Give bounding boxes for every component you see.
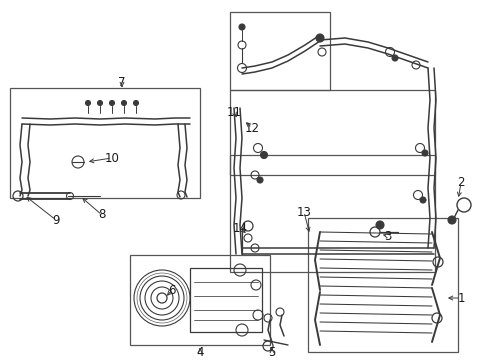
Text: 4: 4: [196, 346, 203, 359]
Text: 7: 7: [118, 77, 125, 90]
Circle shape: [391, 55, 397, 61]
Text: 9: 9: [52, 213, 60, 226]
Circle shape: [260, 152, 267, 158]
Circle shape: [419, 197, 425, 203]
Text: 8: 8: [98, 208, 105, 221]
Text: 5: 5: [268, 346, 275, 359]
Circle shape: [257, 177, 263, 183]
Circle shape: [375, 221, 383, 229]
Text: 6: 6: [168, 284, 175, 297]
Circle shape: [239, 24, 244, 30]
Circle shape: [133, 100, 138, 105]
Text: 1: 1: [456, 292, 464, 305]
Circle shape: [315, 34, 324, 42]
Circle shape: [97, 100, 102, 105]
Circle shape: [447, 216, 455, 224]
Bar: [10, 88, 200, 198]
Text: 13: 13: [296, 206, 311, 219]
Circle shape: [109, 100, 114, 105]
Text: 14: 14: [232, 221, 247, 234]
Text: 12: 12: [244, 122, 259, 135]
Text: 10: 10: [104, 152, 119, 165]
Bar: [307, 218, 457, 352]
Bar: [229, 12, 329, 90]
Bar: [130, 255, 269, 345]
Circle shape: [121, 100, 126, 105]
Circle shape: [421, 150, 427, 156]
Bar: [229, 90, 434, 175]
Text: 2: 2: [456, 176, 464, 189]
Text: 3: 3: [384, 230, 391, 243]
Bar: [229, 155, 434, 272]
Text: 11: 11: [226, 105, 241, 118]
Circle shape: [85, 100, 90, 105]
